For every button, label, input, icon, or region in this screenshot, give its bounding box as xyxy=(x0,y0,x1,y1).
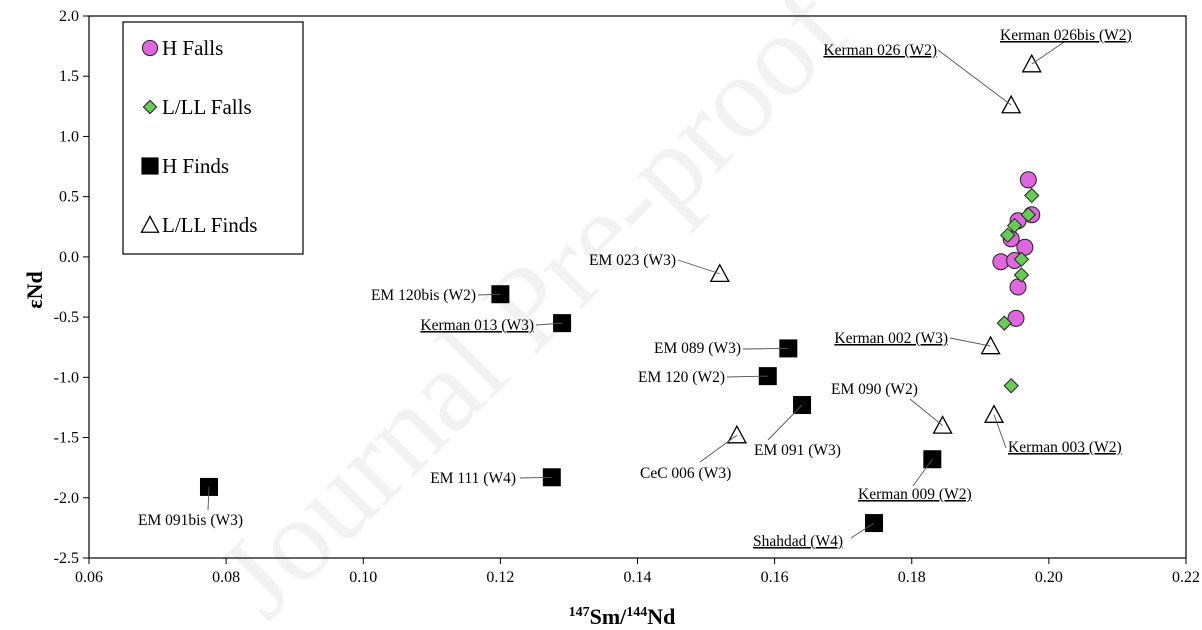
x-tick-label: 0.16 xyxy=(761,569,789,586)
leader-line xyxy=(726,375,768,378)
y-tick-label: 0.5 xyxy=(59,189,79,206)
y-tick-label: 1.5 xyxy=(59,68,79,85)
x-axis-title-main2: Nd xyxy=(647,604,675,629)
data-point xyxy=(1021,53,1042,73)
point-label: CeC 006 (W3) xyxy=(640,465,731,482)
y-tick-label: 0.0 xyxy=(59,249,79,266)
y-tick-label: -1.0 xyxy=(54,369,79,386)
x-tick-label: 0.20 xyxy=(1035,569,1063,586)
point-label: Kerman 003 (W2) xyxy=(1008,439,1122,456)
legend-marker xyxy=(141,157,159,175)
leader-line xyxy=(477,293,501,296)
point-label: Kerman 009 (W2) xyxy=(858,486,972,503)
data-point xyxy=(932,415,953,434)
legend-label: H Finds xyxy=(162,154,229,178)
x-tick-label: 0.18 xyxy=(898,569,926,586)
y-axis: 2.0 1.5 1.0 0.5 0.0 -0.5 -1.0 -1.5 -2.0 -2.5 xyxy=(54,8,89,567)
series-diamond xyxy=(996,187,1040,394)
data-point xyxy=(983,404,1005,423)
data-point xyxy=(1013,267,1030,283)
point-label: EM 091bis (W3) xyxy=(138,512,243,529)
data-point xyxy=(996,315,1013,331)
leader-line xyxy=(909,398,943,426)
leader-line xyxy=(850,522,875,539)
x-axis: 0.06 0.08 0.10 0.12 0.14 0.16 0.18 0.20 0.22 xyxy=(75,558,1200,586)
point-label: Kerman 026bis (W2) xyxy=(1000,27,1132,44)
point-label: Shahdad (W4) xyxy=(753,533,843,550)
x-tick-label: 0.08 xyxy=(212,569,240,586)
x-axis-title-main1: Sm/ xyxy=(590,604,628,629)
point-label: EM 091 (W3) xyxy=(754,442,841,459)
x-axis-title-sup1: 147 xyxy=(569,605,590,620)
x-tick-label: 0.06 xyxy=(75,569,103,586)
label-layer: EM 120bis (W2) Kerman 013 (W3) EM 089 (W3)… xyxy=(138,27,1132,550)
leader-line xyxy=(677,259,720,275)
data-point xyxy=(1003,378,1019,394)
data-point xyxy=(709,263,730,283)
data-point xyxy=(1013,251,1030,268)
legend-box xyxy=(122,21,304,255)
point-label: Kerman 002 (W3) xyxy=(834,330,948,347)
point-label: EM 023 (W3) xyxy=(589,252,676,269)
point-label: EM 120bis (W2) xyxy=(371,287,476,304)
legend: H Falls L/LL Falls H Finds L/LL Finds xyxy=(122,21,304,255)
leader-line xyxy=(742,347,789,350)
x-axis-title: 147Sm/144Nd xyxy=(569,604,676,629)
point-label: EM 111 (W4) xyxy=(430,470,516,487)
leader-line xyxy=(699,434,738,463)
point-label: EM 090 (W2) xyxy=(831,381,918,398)
legend-marker xyxy=(142,99,158,115)
point-label: Kerman 013 (W3) xyxy=(420,317,534,334)
data-point xyxy=(980,335,1001,355)
x-tick-label: 0.10 xyxy=(349,569,377,586)
leader-line xyxy=(207,486,210,511)
legend-label: H Falls xyxy=(162,36,223,60)
leader-line xyxy=(993,414,1007,449)
leader-line xyxy=(949,337,991,347)
legend-label: L/LL Falls xyxy=(162,95,252,119)
legend-marker xyxy=(141,39,159,57)
point-label: EM 089 (W3) xyxy=(654,340,741,357)
y-tick-label: -0.5 xyxy=(54,309,79,326)
data-point xyxy=(1009,278,1027,296)
legend-label: L/LL Finds xyxy=(162,213,257,237)
series-layer xyxy=(199,53,1042,533)
x-tick-label: 0.14 xyxy=(624,569,652,586)
data-point xyxy=(1024,187,1040,204)
data-point xyxy=(1016,238,1034,256)
x-axis-title-sup2: 144 xyxy=(626,605,647,620)
data-point xyxy=(1006,217,1023,234)
y-tick-label: -1.5 xyxy=(54,430,79,447)
y-axis-title: εNd xyxy=(22,271,47,309)
point-label: EM 120 (W2) xyxy=(638,369,725,386)
x-tick-label: 0.12 xyxy=(486,569,514,586)
data-point xyxy=(1001,94,1022,114)
leader-line xyxy=(767,404,803,441)
y-tick-label: -2.0 xyxy=(54,490,79,507)
y-tick-label: -2.5 xyxy=(54,550,79,567)
y-tick-label: 1.0 xyxy=(59,128,79,145)
data-point xyxy=(1007,309,1025,327)
leader-line xyxy=(912,458,933,487)
legend-marker xyxy=(140,215,160,233)
x-tick-label: 0.22 xyxy=(1172,569,1200,586)
data-point xyxy=(1019,171,1037,189)
data-point xyxy=(1000,227,1016,243)
leader-line xyxy=(1031,41,1065,65)
data-point xyxy=(1020,207,1037,223)
data-point xyxy=(726,424,748,444)
leader-line xyxy=(519,476,552,479)
point-label: Kerman 026 (W2) xyxy=(823,42,937,59)
y-tick-label: 2.0 xyxy=(59,8,79,25)
leader-line xyxy=(535,322,563,326)
leader-line xyxy=(937,49,1012,106)
